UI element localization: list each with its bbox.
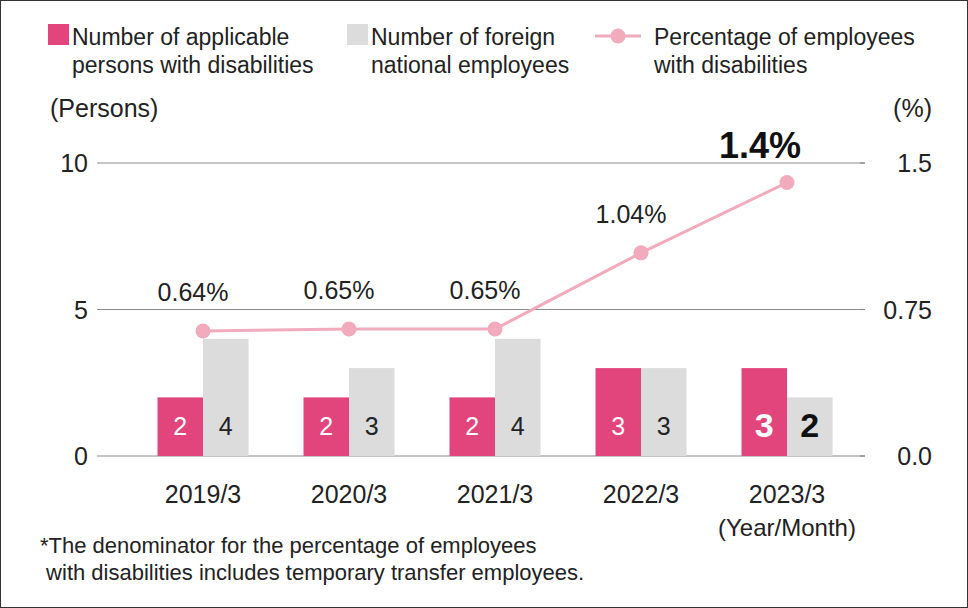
y2-tick [860, 455, 865, 456]
legend-swatch [347, 24, 368, 45]
y2-tick [860, 309, 865, 310]
legend-label: Percentage of employeeswith disabilities [653, 24, 915, 78]
x-axis-title: (Year/Month) [718, 514, 856, 541]
line-label: 0.65% [450, 276, 521, 304]
x-tick-label: 2019/3 [165, 480, 241, 508]
legend-label: Number of applicablepersons with disabil… [72, 24, 314, 78]
x-tick-label: 2020/3 [311, 480, 387, 508]
marks [158, 175, 833, 456]
y-tick-label: 5 [74, 296, 88, 324]
data-labels: 22233434320.64%0.65%0.65%1.04%1.4% [158, 125, 820, 444]
chart: 05100.00.751.5(Persons)(%)2019/32020/320… [0, 0, 968, 608]
y2-tick-label: 0.0 [897, 442, 932, 470]
y-axis-title: (Persons) [50, 94, 158, 122]
line-label: 1.04% [596, 200, 667, 228]
bar-label: 2 [800, 406, 819, 444]
bar-label: 2 [173, 412, 187, 440]
bar [495, 339, 541, 456]
line-label: 0.65% [304, 276, 375, 304]
footnote: *The denominator for the percentage of e… [40, 533, 584, 585]
line-label: 0.64% [158, 278, 229, 306]
bar [304, 397, 350, 456]
bar-label: 3 [755, 406, 774, 444]
bar-label: 3 [365, 412, 379, 440]
legend-label: Number of foreignnational employees [371, 24, 569, 78]
line-label: 1.4% [719, 125, 801, 166]
bar [203, 339, 249, 456]
bar [787, 397, 833, 456]
bar-label: 4 [511, 412, 525, 440]
y2-tick-label: 0.75 [883, 296, 932, 324]
line-marker [488, 322, 503, 337]
bar [158, 397, 204, 456]
y-tick-label: 10 [60, 149, 88, 177]
line-marker [196, 323, 211, 338]
bar-label: 4 [219, 412, 233, 440]
bar [596, 368, 642, 456]
grid-line [97, 309, 865, 310]
y2-tick-label: 1.5 [897, 149, 932, 177]
legend: Number of applicablepersons with disabil… [48, 24, 915, 78]
y-tick-label: 0 [74, 442, 88, 470]
bar [349, 368, 395, 456]
bar [742, 368, 788, 456]
bar [641, 368, 687, 456]
bar-label: 2 [465, 412, 479, 440]
line-marker [342, 322, 357, 337]
line-marker [780, 175, 795, 190]
x-tick-label: 2022/3 [603, 480, 679, 508]
legend-swatch [611, 29, 626, 44]
bar-label: 3 [657, 412, 671, 440]
x-tick-label: 2023/3 [749, 480, 825, 508]
bar-label: 3 [611, 412, 625, 440]
bar [450, 397, 496, 456]
legend-swatch [48, 24, 69, 45]
frame [1, 1, 968, 608]
bar-label: 2 [319, 412, 333, 440]
line [203, 183, 787, 331]
x-tick-label: 2021/3 [457, 480, 533, 508]
line-marker [634, 245, 649, 260]
y2-tick [860, 162, 865, 163]
y2-axis-title: (%) [893, 94, 932, 122]
